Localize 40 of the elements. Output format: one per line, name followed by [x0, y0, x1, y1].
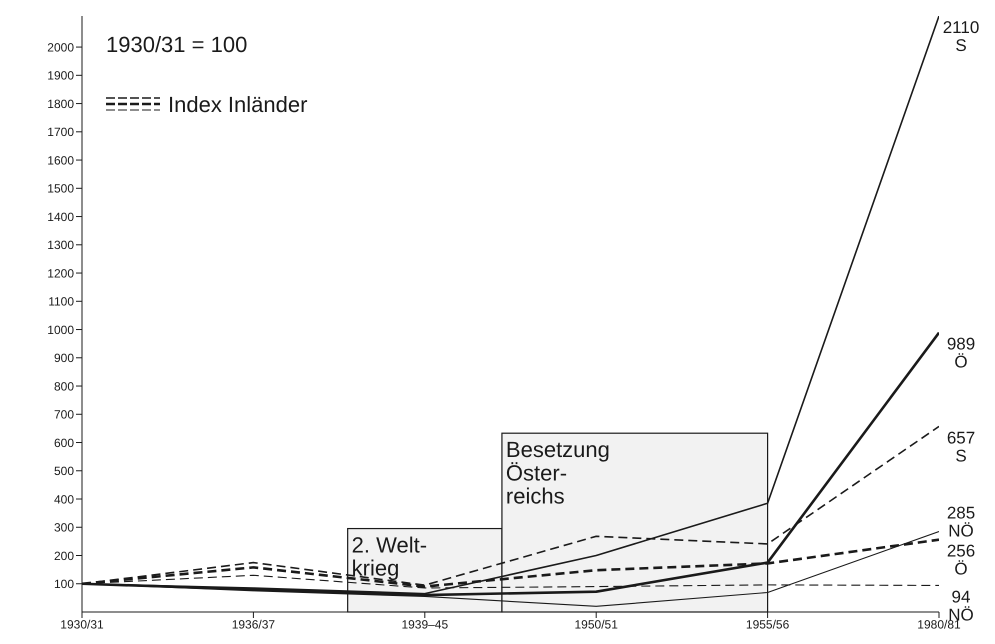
y-tick-label: 200	[54, 548, 74, 563]
data-label: 2110	[942, 18, 980, 37]
y-tick-label: 400	[54, 492, 74, 506]
x-tick-label: 1939–45	[401, 618, 448, 632]
band-label: Besetzung Öster- reichs	[506, 437, 610, 508]
series-label: S	[955, 446, 967, 466]
y-tick-label: 1400	[47, 210, 74, 224]
y-tick-label: 2000	[47, 40, 74, 54]
data-label: 285	[946, 504, 976, 523]
series-label: S	[955, 36, 967, 55]
y-tick-label: 1900	[47, 68, 74, 83]
data-label: 989	[946, 334, 976, 354]
x-tick-label: 1950/51	[574, 618, 618, 632]
y-tick-label: 1200	[47, 266, 74, 280]
y-tick-label: 300	[54, 520, 74, 535]
legend-title: Index Inländer	[168, 92, 308, 117]
y-tick-label: 100	[54, 577, 74, 592]
series-label: NÖ	[948, 522, 974, 541]
y-tick-label: 500	[54, 464, 74, 478]
annotation: 1930/31 = 100	[106, 32, 248, 57]
y-tick-label: 1500	[47, 182, 74, 196]
y-tick-label: 800	[54, 379, 74, 394]
y-tick-label: 1000	[47, 322, 74, 337]
x-tick-label: 1936/37	[232, 618, 276, 632]
data-label: 94	[952, 587, 970, 606]
data-label: 256	[946, 542, 976, 561]
y-tick-label: 700	[54, 408, 74, 422]
y-tick-label: 1600	[47, 153, 74, 168]
y-tick-label: 900	[54, 351, 74, 366]
y-tick-label: 1700	[47, 125, 74, 140]
x-tick-label: 1955/56	[746, 618, 790, 632]
series-label: Ö	[954, 560, 968, 579]
series-label: Ö	[954, 352, 968, 372]
x-tick-label: 1930/31	[60, 618, 104, 632]
y-tick-label: 1800	[47, 96, 74, 111]
y-tick-label: 1100	[48, 294, 74, 309]
y-tick-label: 600	[54, 436, 74, 450]
y-tick-label: 1300	[47, 238, 74, 252]
band-label: 2. Welt- krieg	[352, 532, 428, 581]
data-label: 657	[946, 428, 976, 448]
